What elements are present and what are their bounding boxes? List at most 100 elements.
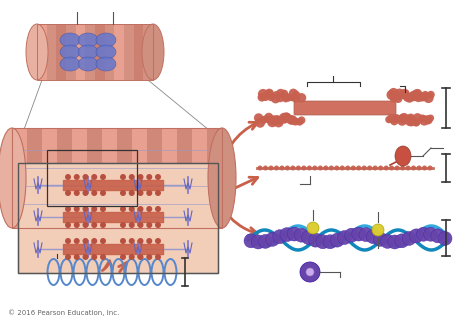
Ellipse shape [273,91,280,98]
Ellipse shape [280,228,294,242]
Ellipse shape [359,228,373,242]
Ellipse shape [100,206,106,212]
Ellipse shape [286,115,296,124]
Ellipse shape [65,190,71,196]
Ellipse shape [292,94,300,103]
Ellipse shape [394,165,400,171]
Bar [57,128,72,228]
Ellipse shape [411,165,416,171]
Ellipse shape [399,113,409,123]
Ellipse shape [257,165,263,171]
Bar [87,128,102,228]
Ellipse shape [120,206,126,212]
Ellipse shape [74,238,80,244]
Ellipse shape [413,92,424,102]
Ellipse shape [388,88,399,98]
Ellipse shape [65,254,71,260]
Ellipse shape [260,116,267,124]
Ellipse shape [142,24,164,80]
Ellipse shape [330,233,344,247]
Ellipse shape [268,165,273,171]
Ellipse shape [294,228,308,242]
Ellipse shape [74,190,80,196]
Ellipse shape [65,222,71,228]
Ellipse shape [424,116,432,123]
Ellipse shape [260,93,267,100]
Ellipse shape [264,89,274,98]
Ellipse shape [428,165,432,171]
Bar [18,163,218,273]
Ellipse shape [120,222,126,228]
Ellipse shape [367,165,372,171]
Bar [105,24,114,80]
Ellipse shape [400,165,405,171]
Ellipse shape [269,115,279,125]
Ellipse shape [137,190,144,196]
Ellipse shape [282,113,292,123]
Bar [18,163,218,273]
Ellipse shape [262,116,269,123]
Bar [37,24,153,80]
Ellipse shape [412,118,420,127]
Ellipse shape [288,115,297,124]
Ellipse shape [390,117,399,125]
Ellipse shape [129,174,135,180]
Ellipse shape [261,92,270,101]
Ellipse shape [155,190,161,196]
Ellipse shape [91,238,97,244]
Ellipse shape [276,116,284,124]
Ellipse shape [276,94,284,102]
Bar [76,24,85,80]
Bar [124,24,134,80]
Bar [207,128,222,228]
Ellipse shape [146,254,152,260]
Ellipse shape [398,114,407,123]
Bar [72,128,87,228]
Ellipse shape [82,254,89,260]
Ellipse shape [404,93,411,101]
Ellipse shape [257,93,266,102]
Ellipse shape [283,94,290,101]
Ellipse shape [276,89,285,98]
Ellipse shape [395,146,411,166]
Bar [147,128,162,228]
Ellipse shape [254,113,264,123]
Ellipse shape [296,165,301,171]
Ellipse shape [399,90,409,99]
Ellipse shape [292,117,300,125]
Ellipse shape [273,230,287,244]
Ellipse shape [309,233,323,247]
Ellipse shape [378,165,383,171]
Ellipse shape [392,92,401,101]
Ellipse shape [424,227,438,241]
Ellipse shape [287,227,301,241]
Bar [27,128,42,228]
Ellipse shape [146,190,152,196]
Bar [12,128,27,228]
Ellipse shape [65,174,71,180]
Ellipse shape [120,190,126,196]
Ellipse shape [351,165,356,171]
Bar [66,24,76,80]
Ellipse shape [74,254,80,260]
Ellipse shape [417,227,430,241]
Ellipse shape [394,94,402,103]
Ellipse shape [263,165,268,171]
Bar [56,24,66,80]
Bar [143,24,153,80]
Ellipse shape [381,234,394,248]
Ellipse shape [340,165,345,171]
Ellipse shape [82,206,89,212]
Ellipse shape [438,231,452,245]
Ellipse shape [65,206,71,212]
Ellipse shape [281,90,288,97]
Ellipse shape [129,238,135,244]
Ellipse shape [155,238,161,244]
Ellipse shape [386,90,397,100]
Ellipse shape [301,230,316,244]
Ellipse shape [345,165,350,171]
Ellipse shape [374,232,387,246]
Ellipse shape [264,113,273,122]
Ellipse shape [413,113,422,123]
Ellipse shape [419,115,429,126]
